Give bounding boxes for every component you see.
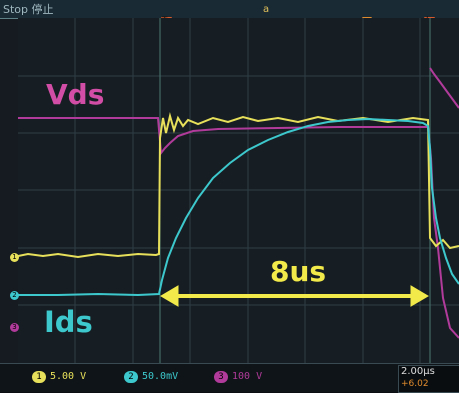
timebase-value: 2.00µs bbox=[401, 366, 435, 377]
ch2-ground-marker[interactable]: 2 bbox=[10, 291, 19, 300]
vds-overshoot bbox=[429, 67, 459, 109]
ch1-ground-marker[interactable]: 1 bbox=[10, 253, 19, 262]
waveform-svg bbox=[18, 18, 459, 363]
ch3-scale-value: 100 V bbox=[232, 371, 263, 382]
ch2-scale-value: 50.0mV bbox=[142, 371, 179, 382]
timebase-box[interactable]: 2.00µs +6.02 bbox=[398, 365, 459, 393]
ch1-trace bbox=[18, 112, 459, 259]
ch3-ground-marker[interactable]: 3 bbox=[10, 323, 19, 332]
run-status-text: Stop 停止 bbox=[3, 3, 54, 16]
status-strip: Stop 停止 a bbox=[0, 0, 459, 19]
ids-trace bbox=[18, 117, 459, 297]
vds-trace bbox=[18, 117, 459, 339]
vds-label: Vds bbox=[46, 78, 105, 111]
ch1-scale-value: 5.00 V bbox=[50, 371, 87, 382]
duration-arrow bbox=[160, 285, 429, 307]
ch3-number: 3 bbox=[214, 371, 228, 383]
ch1-scale-chip[interactable]: 1 5.00 V bbox=[32, 371, 86, 383]
ch3-scale-chip[interactable]: 3 100 V bbox=[214, 371, 262, 383]
duration-label: 8us bbox=[270, 255, 327, 288]
waveform-graticule bbox=[18, 18, 459, 363]
ch2-scale-chip[interactable]: 2 50.0mV bbox=[124, 371, 178, 383]
cursor-a-label: a bbox=[263, 4, 270, 15]
channel-status-bar: 1 5.00 V 2 50.0mV 3 100 V 2.00µs +6.02 bbox=[0, 363, 459, 393]
graticule-grid bbox=[18, 18, 459, 363]
ch2-number: 2 bbox=[124, 371, 138, 383]
ch1-number: 1 bbox=[32, 371, 46, 383]
ids-label: Ids bbox=[44, 305, 93, 339]
trigger-delay-value: +6.02 bbox=[401, 379, 429, 389]
